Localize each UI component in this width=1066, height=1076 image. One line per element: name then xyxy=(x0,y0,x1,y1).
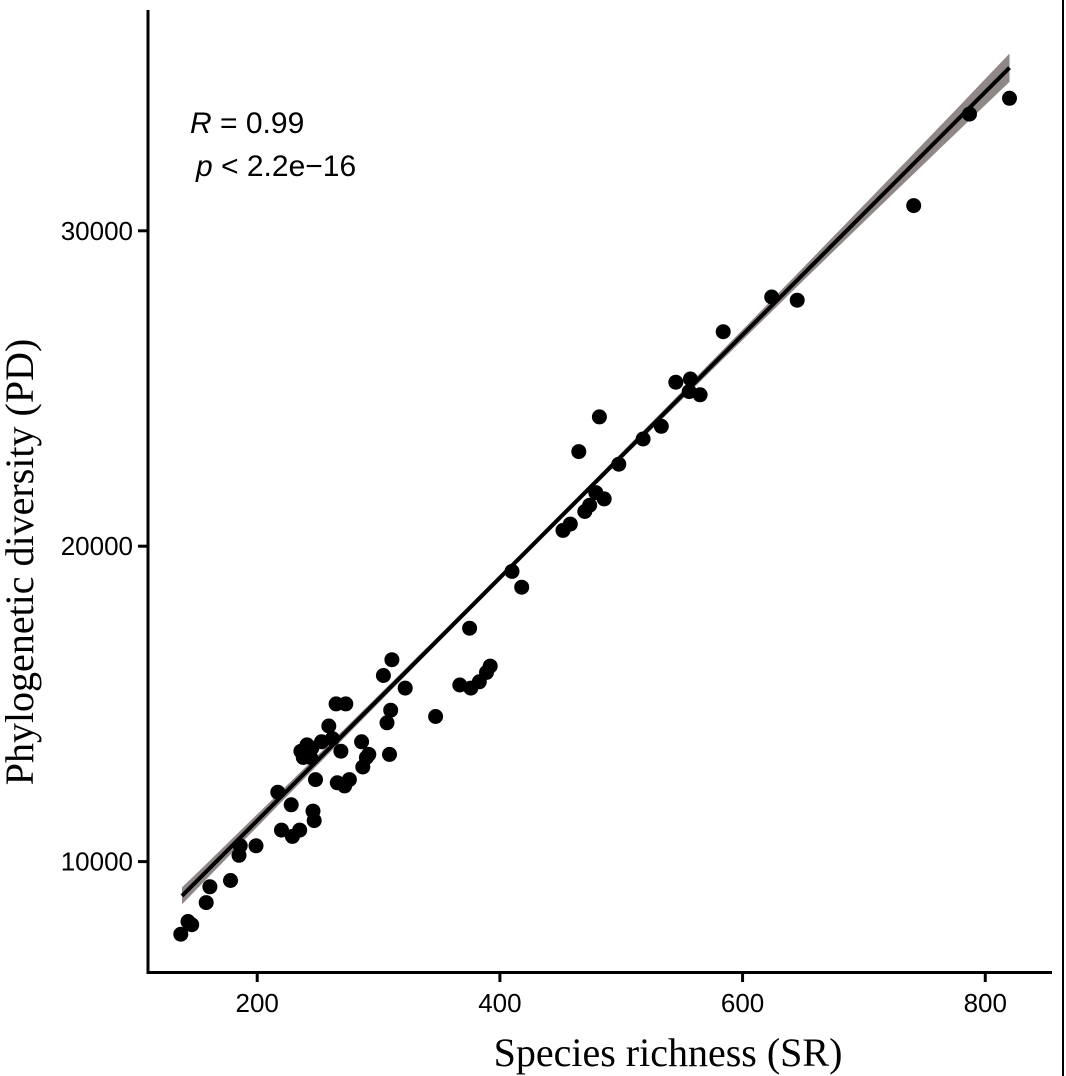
data-point xyxy=(354,734,370,750)
data-point xyxy=(611,456,627,472)
data-point xyxy=(382,746,397,762)
data-point xyxy=(338,696,354,712)
data-point xyxy=(223,873,238,888)
r-annotation: R = 0.99 xyxy=(190,107,304,140)
data-point xyxy=(653,418,669,434)
data-points-layer xyxy=(173,90,1017,942)
r-symbol: R xyxy=(190,107,212,140)
data-point xyxy=(383,702,399,718)
p-symbol: p xyxy=(195,150,213,183)
data-point xyxy=(504,563,520,579)
data-point xyxy=(482,658,498,674)
data-point xyxy=(562,516,578,532)
data-point xyxy=(692,387,708,403)
data-point xyxy=(668,374,684,390)
y-tick-label: 30000 xyxy=(61,216,133,246)
data-point xyxy=(184,917,200,933)
data-point xyxy=(1002,90,1017,106)
data-point xyxy=(764,289,780,305)
data-point xyxy=(333,743,349,759)
y-axis-title: Phylogenetic diversity (PD) xyxy=(0,339,42,786)
x-tick-label: 800 xyxy=(964,988,1007,1018)
data-point xyxy=(789,292,805,308)
p-annotation: p < 2.2e−16 xyxy=(195,150,356,183)
regression-line-layer xyxy=(180,66,1011,898)
data-point xyxy=(361,746,377,762)
data-point xyxy=(274,822,289,838)
regression-line xyxy=(180,66,1011,898)
data-point xyxy=(306,813,322,829)
data-point xyxy=(248,838,264,854)
data-point xyxy=(514,579,530,595)
data-point xyxy=(283,797,299,813)
x-tick-label: 200 xyxy=(236,988,279,1018)
data-point xyxy=(596,491,612,507)
data-point xyxy=(324,731,340,747)
data-point xyxy=(462,620,478,636)
data-point xyxy=(198,895,214,911)
data-point xyxy=(321,718,337,734)
data-point xyxy=(428,709,444,724)
r-value: = 0.99 xyxy=(212,107,305,140)
x-axis-title: Species richness (SR) xyxy=(494,1030,843,1075)
data-point xyxy=(906,198,922,214)
data-point xyxy=(682,371,698,387)
data-point xyxy=(397,680,413,696)
data-point xyxy=(292,822,308,838)
x-tick-label: 400 xyxy=(478,988,521,1018)
x-tick-label: 600 xyxy=(721,988,764,1018)
data-point xyxy=(308,772,323,788)
data-point xyxy=(962,106,977,122)
data-point xyxy=(384,652,400,668)
data-point xyxy=(173,926,189,942)
data-point xyxy=(270,784,286,800)
y-tick-label: 10000 xyxy=(61,847,133,877)
data-point xyxy=(715,324,731,340)
x-ticks-layer: 200 400 600 800 xyxy=(236,972,1007,1018)
confidence-band xyxy=(182,53,1010,905)
data-point xyxy=(571,444,587,460)
data-point xyxy=(202,879,218,895)
data-point xyxy=(375,668,391,683)
confidence-band-layer xyxy=(182,53,1010,905)
data-point xyxy=(379,715,395,731)
data-point xyxy=(232,838,248,854)
data-point xyxy=(635,431,651,447)
data-point xyxy=(591,409,607,425)
y-ticks-layer: 10000 20000 30000 xyxy=(61,216,148,877)
p-value: < 2.2e−16 xyxy=(213,150,356,183)
data-point xyxy=(341,772,357,788)
y-tick-label: 20000 xyxy=(61,531,133,561)
data-point xyxy=(582,497,598,513)
